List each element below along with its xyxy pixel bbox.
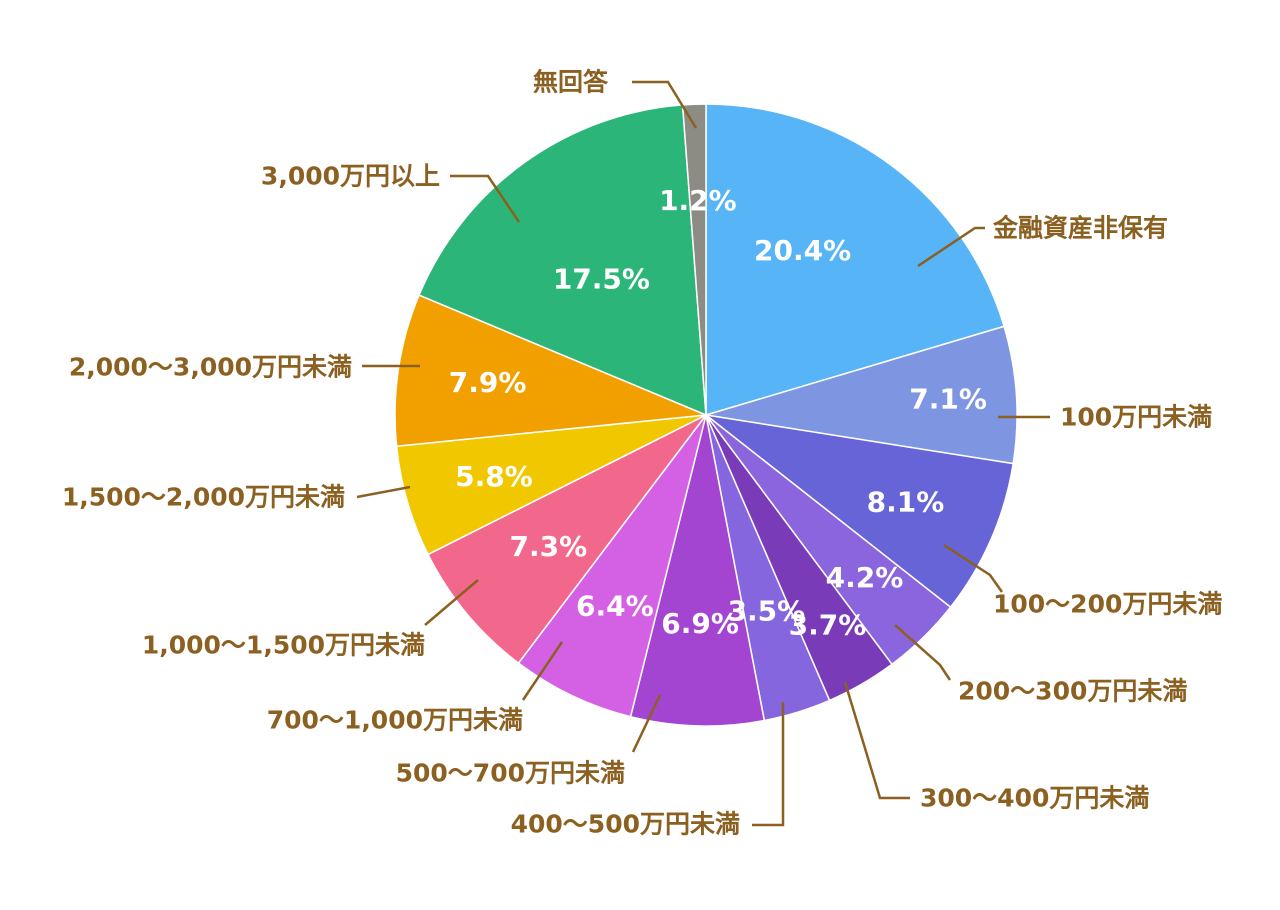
leader-lines xyxy=(356,80,1050,827)
leader-line-10 xyxy=(356,485,411,499)
category-label-4: 200〜300万円未満 xyxy=(958,677,1187,706)
percent-label-7: 6.9% xyxy=(661,607,739,640)
percent-label-12: 17.5% xyxy=(553,262,650,295)
percent-label-13: 1.2% xyxy=(659,184,737,217)
percent-label-6: 3.5% xyxy=(728,595,806,628)
category-label-3: 100〜200万円未満 xyxy=(993,590,1222,619)
leader-line-3 xyxy=(943,543,1004,593)
percent-label-8: 6.4% xyxy=(576,589,654,622)
percent-label-4: 4.2% xyxy=(826,561,904,594)
percent-label-5: 3.7% xyxy=(789,609,867,642)
pie-slice-9 xyxy=(427,414,707,665)
leader-line-4 xyxy=(894,624,952,681)
leader-line-12 xyxy=(450,174,521,223)
category-label-8: 700〜1,000万円未満 xyxy=(267,706,523,735)
category-label-11: 2,000〜3,000万円未満 xyxy=(69,353,352,382)
category-label-13: 無回答 xyxy=(533,68,609,97)
percent-label-11: 7.9% xyxy=(449,366,527,399)
percent-label-3: 8.1% xyxy=(867,486,945,519)
leader-line-5 xyxy=(843,681,910,800)
category-labels: 金融資産非保有 100万円未満 100〜200万円未満 200〜300万円未満 300〜… xyxy=(62,68,1223,839)
leader-line-8 xyxy=(521,641,564,701)
leader-line-1 xyxy=(917,226,985,268)
leader-line-13 xyxy=(632,80,698,129)
percent-label-10: 5.8% xyxy=(455,460,533,493)
category-label-9: 1,000〜1,500万円未満 xyxy=(142,631,425,660)
category-label-6: 400〜500万円未満 xyxy=(511,810,740,839)
category-label-12: 3,000万円以上 xyxy=(261,162,440,191)
category-label-10: 1,500〜2,000万円未満 xyxy=(62,483,345,512)
pie-slice-3 xyxy=(703,413,1015,609)
pie-slice-2 xyxy=(705,325,1018,465)
percent-label-2: 7.1% xyxy=(909,383,987,416)
leader-line-7 xyxy=(631,694,662,753)
pie-slice-11 xyxy=(394,294,707,448)
percent-label-9: 7.3% xyxy=(509,530,587,563)
leader-line-9 xyxy=(424,579,479,626)
category-label-1: 金融資産非保有 xyxy=(992,214,1168,243)
percent-labels: 20.4% 7.1% 8.1% 4.2% 3.7%3.5%6.9%6.4% 7.3% 5.8… xyxy=(449,184,987,641)
pie-slice-7 xyxy=(629,414,766,727)
pie-slices xyxy=(394,103,1018,727)
percent-label-1: 20.4% xyxy=(754,234,851,267)
category-label-2: 100万円未満 xyxy=(1060,403,1212,432)
pie-slice-1 xyxy=(705,103,1006,417)
pie-slice-8 xyxy=(517,414,707,718)
pie-slice-12 xyxy=(418,104,707,417)
leader-line-6 xyxy=(752,702,785,827)
category-label-7: 500〜700万円未満 xyxy=(396,759,625,788)
category-label-5: 300〜400万円未満 xyxy=(920,784,1149,813)
